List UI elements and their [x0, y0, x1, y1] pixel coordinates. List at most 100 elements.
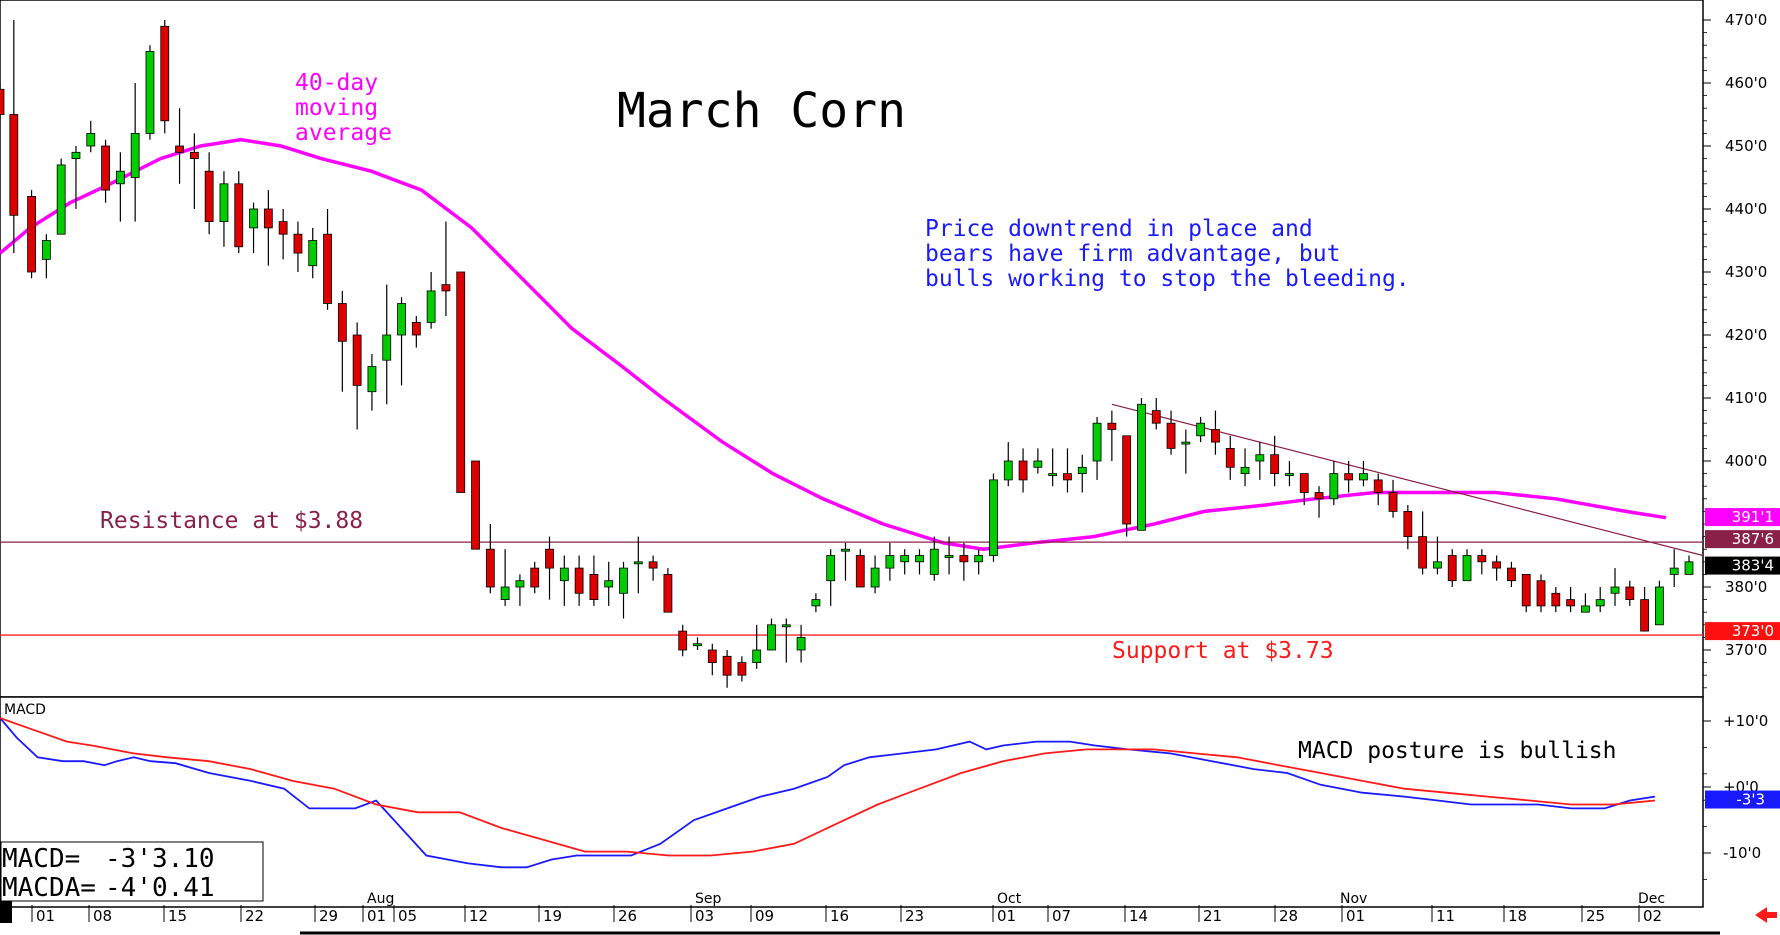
macd-annotation: MACD posture is bullish	[1298, 738, 1617, 764]
note-line-2: bears have firm advantage, but	[925, 241, 1340, 267]
candle	[693, 637, 702, 650]
candle	[841, 542, 850, 581]
candle-body-down	[663, 574, 673, 613]
candle-body-up	[885, 555, 895, 569]
candle	[944, 536, 954, 575]
candle	[471, 460, 480, 550]
candle	[56, 158, 66, 235]
candle-body-down	[1625, 586, 1635, 601]
candle	[1077, 454, 1087, 493]
price-tick-label: 370'0	[1725, 641, 1767, 659]
note-line-1: Price downtrend in place and	[925, 216, 1313, 242]
x-day-label: 28	[1279, 907, 1298, 925]
candle	[900, 549, 910, 575]
price-tags: 391'1 387'6 383'4 373'0	[1705, 508, 1780, 641]
candle-body-down	[441, 284, 451, 292]
candle-body-up	[1033, 460, 1043, 468]
candle	[1521, 574, 1531, 613]
candle	[530, 561, 540, 594]
x-day-label: 12	[469, 907, 488, 925]
candle-body-up	[397, 303, 406, 336]
candle	[500, 549, 510, 606]
candle	[1625, 580, 1635, 606]
candle	[1344, 461, 1354, 493]
price-tag: 373'0	[1705, 622, 1780, 641]
candle	[1477, 549, 1487, 575]
candle	[160, 20, 170, 134]
candle-body-up	[1581, 605, 1590, 613]
price-tick-label: 380'0	[1725, 578, 1767, 596]
candle-body-up	[1137, 403, 1146, 531]
candle	[456, 271, 466, 493]
candle	[915, 549, 924, 575]
candle-body-up	[1196, 422, 1206, 437]
candle-body-up	[1092, 422, 1102, 462]
macd-tag-label: -3'3	[1736, 791, 1765, 809]
candle-body-down	[456, 271, 466, 493]
candle	[1388, 479, 1398, 518]
candle-body-down	[1299, 473, 1309, 493]
candle-body-down	[1344, 473, 1354, 481]
candle	[1151, 398, 1161, 430]
corner-marker-icon	[0, 901, 12, 923]
candle	[1048, 448, 1058, 487]
candle-body-down	[1551, 592, 1561, 607]
candle-body-down	[1211, 429, 1220, 443]
ma-label-line-3: average	[295, 120, 392, 146]
candle-body-up	[1433, 561, 1442, 569]
candle	[219, 171, 229, 247]
candle-body-down	[101, 145, 110, 191]
candle	[1255, 442, 1265, 480]
candle-body-down	[323, 233, 332, 304]
x-day-label: 16	[830, 907, 849, 925]
candle-body-down	[1151, 410, 1161, 424]
price-tick-label: 470'0	[1725, 11, 1767, 29]
candle	[1418, 511, 1428, 575]
candle	[589, 555, 599, 606]
candle-body-up	[944, 555, 954, 558]
candle-body-up	[115, 170, 125, 185]
candle-body-up	[1048, 473, 1058, 477]
candle	[1403, 505, 1413, 550]
candlestick-series	[0, 20, 1694, 688]
candle-body-up	[130, 132, 140, 178]
candle	[1610, 568, 1620, 606]
moving-average-layer	[0, 137, 1667, 551]
candle-body-down	[959, 555, 969, 563]
candle	[559, 555, 569, 606]
candle	[308, 227, 318, 279]
candle	[189, 133, 199, 209]
candle-body-down	[1447, 555, 1457, 582]
price-tick-label: 410'0	[1725, 389, 1767, 407]
candle	[811, 593, 821, 613]
candle	[1359, 461, 1368, 487]
candle	[1196, 416, 1206, 443]
price-tag-label: 387'6	[1732, 530, 1774, 548]
candle-body-down	[352, 334, 362, 386]
red-arrow-icon[interactable]	[1755, 907, 1777, 923]
macda-readout-value: -4'0.41	[105, 873, 215, 903]
candle-body-down	[722, 655, 732, 676]
candle-body-down	[1418, 536, 1428, 569]
price-tag-label: 373'0	[1732, 622, 1774, 640]
candle-body-up	[1285, 473, 1294, 477]
candle-body-down	[1063, 473, 1072, 481]
candle	[737, 656, 747, 682]
candle-body-down	[1373, 479, 1383, 493]
candle-body-down	[1521, 574, 1531, 607]
candle-body-down	[1107, 422, 1117, 430]
candle-body-down	[189, 151, 199, 160]
candle	[175, 108, 184, 184]
price-tag-bg	[1705, 622, 1780, 641]
x-day-label: 19	[543, 907, 562, 925]
candle	[1137, 398, 1146, 531]
candle-body-down	[1388, 492, 1398, 512]
candle	[1640, 587, 1650, 632]
price-axis: 470'0 460'0 450'0 440'0 430'0 420'0 410'0 400'0…	[1703, 11, 1767, 689]
candle	[959, 542, 969, 581]
candle	[441, 221, 451, 317]
candle-body-up	[500, 586, 510, 601]
candle	[1225, 435, 1235, 480]
candle-body-up	[145, 51, 155, 134]
candle-body-up	[1655, 586, 1664, 626]
